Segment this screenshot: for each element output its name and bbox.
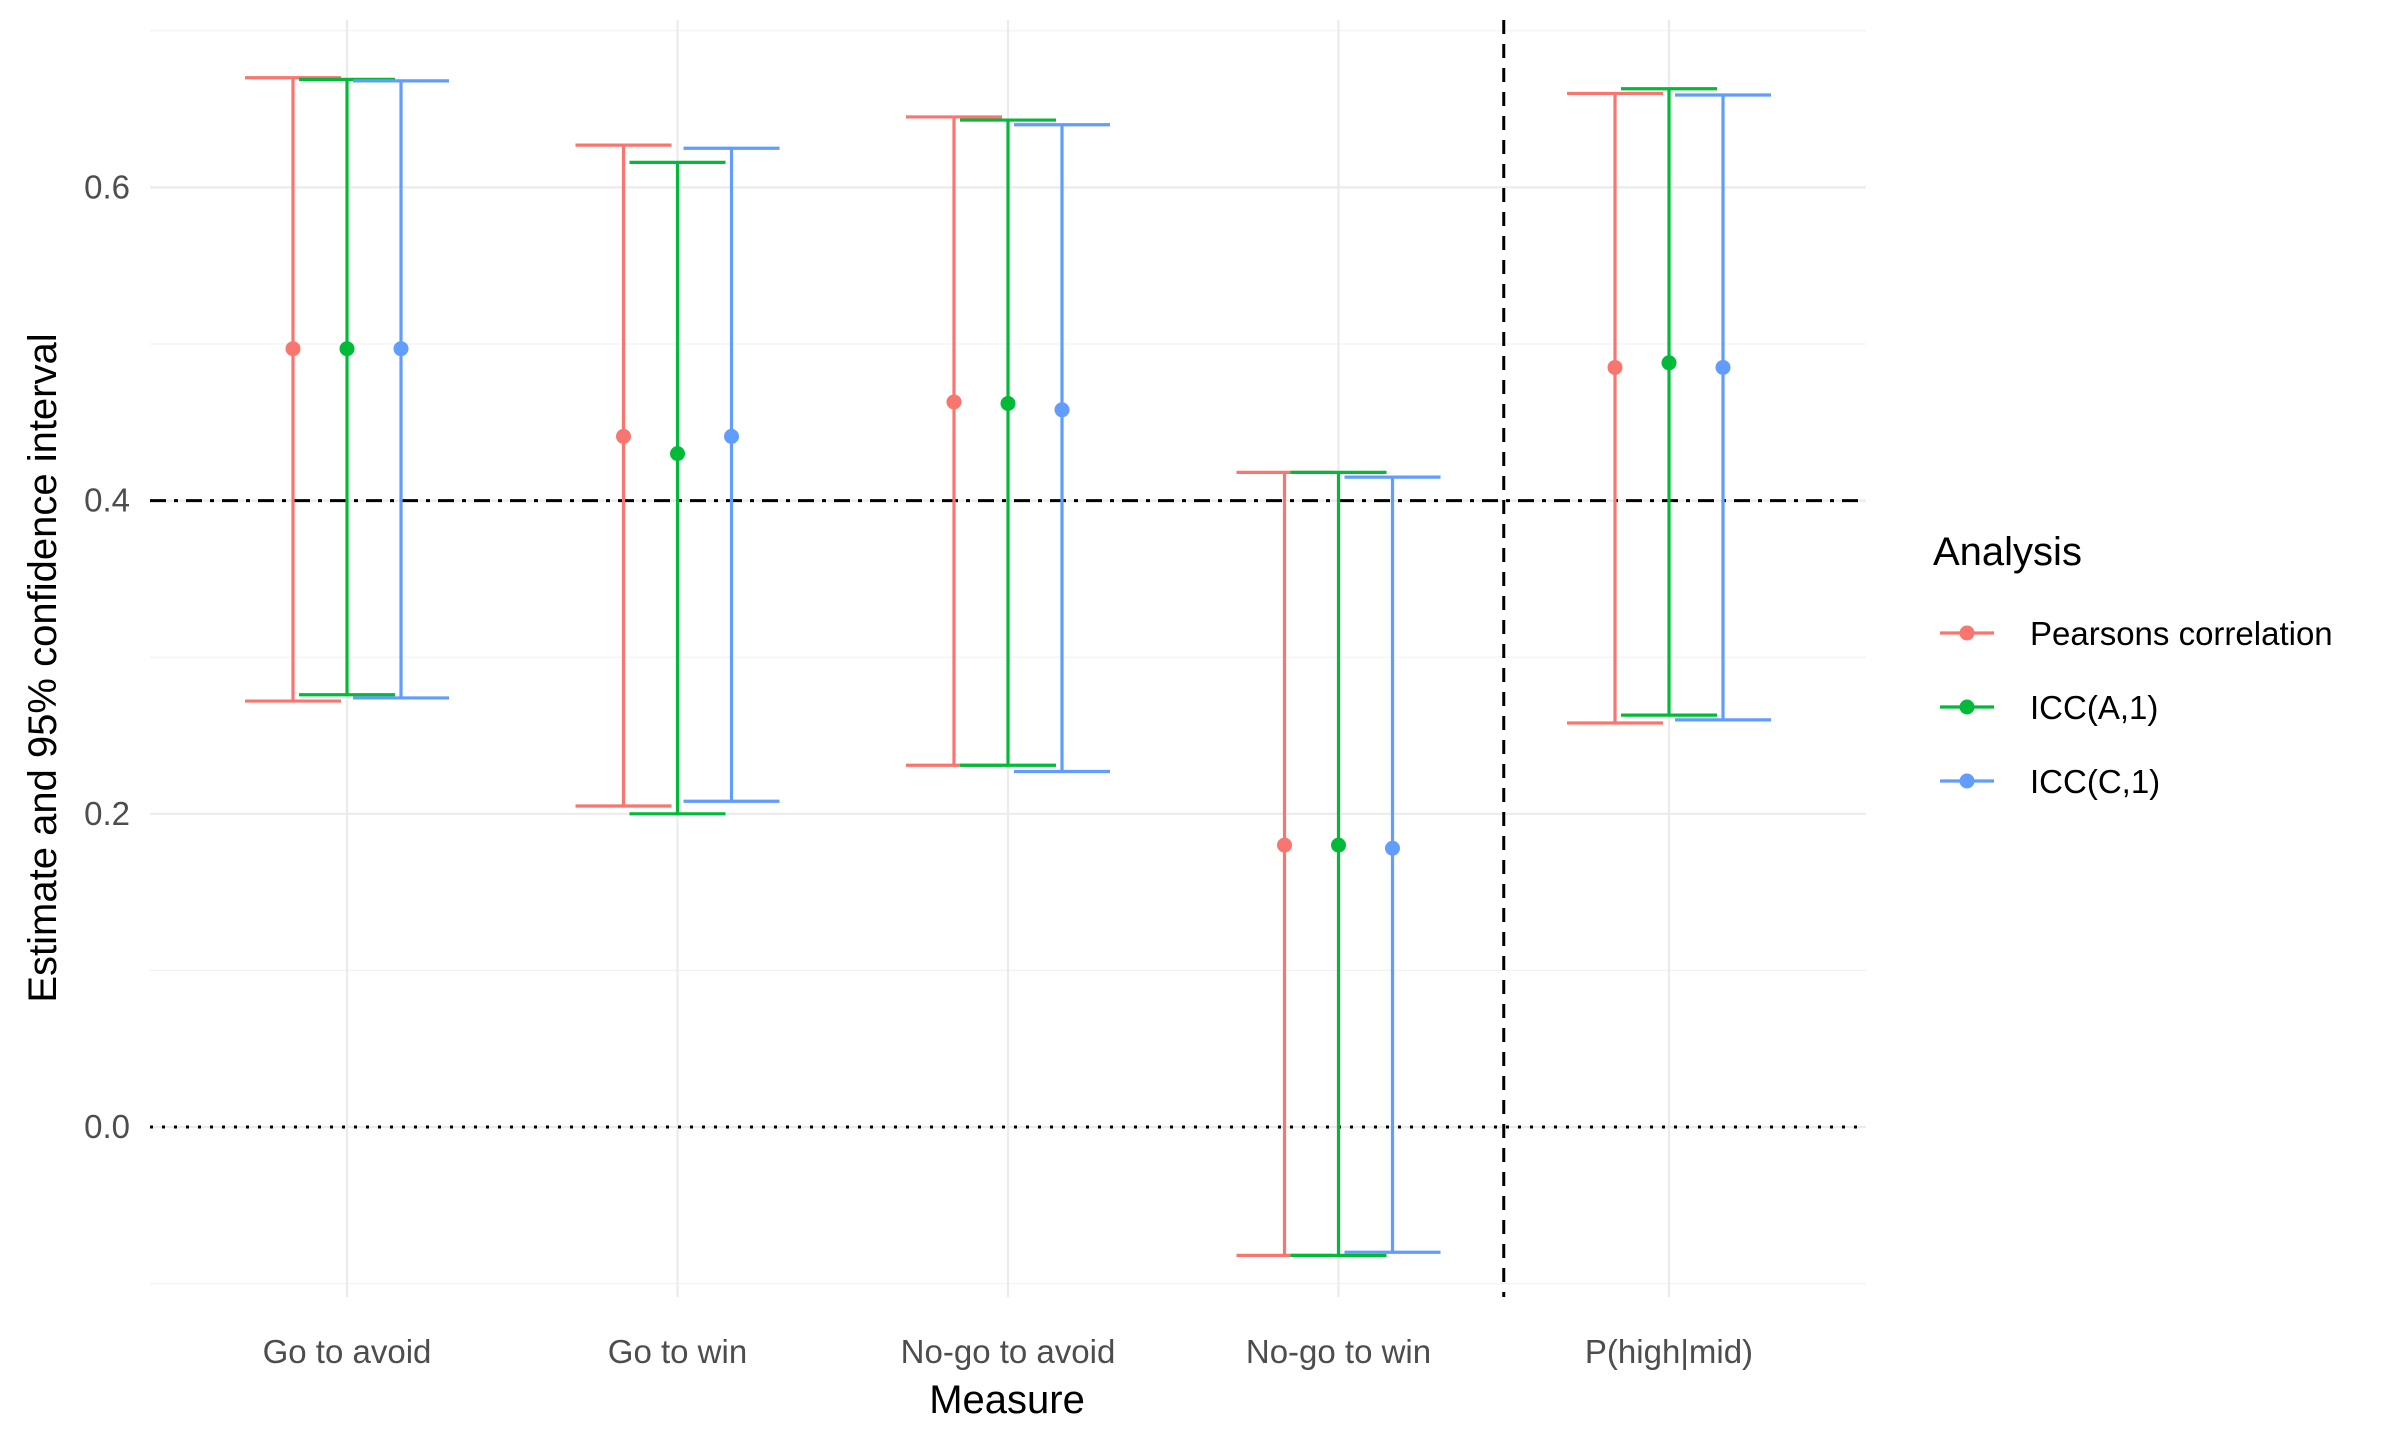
- errorbar-icc-a-1--3: [1290, 470, 1387, 1258]
- x-tick-label: No-go to win: [1246, 1333, 1431, 1370]
- y-tick-label: 0.2: [84, 795, 130, 832]
- x-axis-ticks: Go to avoid Go to win No-go to avoid No-go …: [263, 1333, 1753, 1370]
- legend-label: ICC(C,1): [2030, 763, 2160, 800]
- estimate-point: [1385, 840, 1400, 856]
- errorbar-icc-c-1--4: [1675, 93, 1771, 722]
- x-tick-label: No-go to avoid: [901, 1333, 1116, 1370]
- x-tick-label: P(high|mid): [1585, 1333, 1753, 1370]
- errorbar-icc-a-1--0: [299, 77, 395, 697]
- estimate-point: [285, 341, 301, 357]
- reference-lines: [150, 20, 1866, 1297]
- x-tick-label: Go to win: [608, 1333, 747, 1370]
- errorbar-pearsons-correlation-2: [906, 115, 1002, 767]
- estimate-point: [1054, 402, 1070, 418]
- x-tick-label: Go to avoid: [263, 1333, 432, 1370]
- errorbar-icc-a-1--2: [960, 118, 1056, 767]
- legend-key-point: [1959, 699, 1975, 715]
- estimate-point: [393, 341, 409, 357]
- y-tick-label: 0.6: [84, 168, 130, 205]
- legend-key-point: [1959, 773, 1975, 789]
- estimate-point: [670, 446, 685, 462]
- estimate-point: [339, 341, 355, 357]
- errorbar-pearsons-correlation-1: [575, 143, 672, 808]
- x-axis-title: Measure: [929, 1378, 1085, 1422]
- estimate-point: [1715, 359, 1731, 375]
- errorbar-pearsons-correlation-3: [1236, 470, 1333, 1258]
- legend-item: ICC(C,1): [1940, 763, 2160, 800]
- estimate-point: [1607, 359, 1623, 375]
- estimate-point: [1331, 837, 1346, 853]
- errorbar-icc-c-1--2: [1014, 123, 1110, 774]
- estimate-point: [946, 394, 962, 410]
- errorbar-icc-c-1--1: [683, 146, 780, 803]
- y-tick-label: 0.0: [84, 1108, 130, 1145]
- y-axis-title: Estimate and 95% confidence interval: [21, 333, 65, 1002]
- legend-label: Pearsons correlation: [2030, 615, 2333, 652]
- estimate-point: [1000, 396, 1016, 412]
- legend-title: Analysis: [1933, 530, 2082, 574]
- errorbar-pearsons-correlation-0: [245, 76, 341, 703]
- legend-key-point: [1959, 625, 1975, 641]
- estimate-point: [724, 428, 739, 444]
- estimate-point: [1277, 837, 1292, 853]
- y-tick-label: 0.4: [84, 482, 130, 519]
- errorbar-icc-a-1--4: [1621, 87, 1717, 717]
- error-bars: [245, 76, 1771, 1258]
- legend-label: ICC(A,1): [2030, 689, 2158, 726]
- y-axis-ticks: 0.0 0.2 0.4 0.6: [84, 168, 130, 1145]
- errorbar-icc-c-1--0: [353, 79, 449, 700]
- errorbar-icc-a-1--1: [629, 160, 726, 816]
- legend: Analysis Pearsons correlation ICC(A,1) ICC…: [1933, 530, 2333, 800]
- estimate-point: [616, 428, 631, 444]
- errorbar-icc-c-1--3: [1344, 475, 1441, 1254]
- errorbar-pearsons-correlation-4: [1567, 91, 1663, 725]
- estimate-point: [1661, 355, 1677, 371]
- legend-item: Pearsons correlation: [1940, 615, 2333, 652]
- legend-item: ICC(A,1): [1940, 689, 2158, 726]
